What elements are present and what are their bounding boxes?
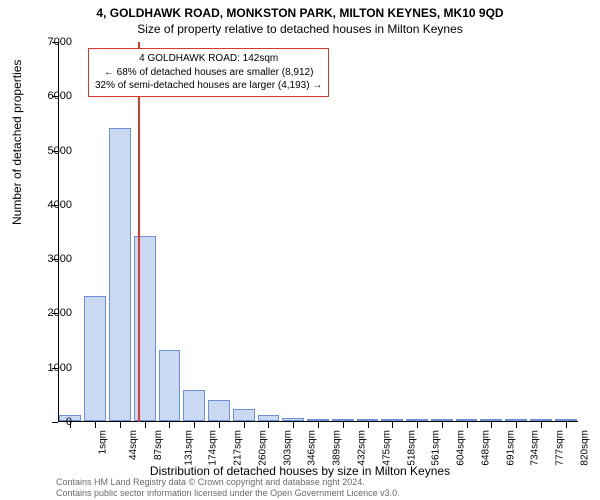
histogram-bar [258, 415, 280, 422]
chart-title-sub: Size of property relative to detached ho… [0, 22, 600, 36]
x-tick [244, 422, 245, 428]
x-tick-label: 303sqm [282, 430, 293, 466]
x-tick [541, 422, 542, 428]
property-size-histogram: 4, GOLDHAWK ROAD, MONKSTON PARK, MILTON … [0, 0, 600, 500]
plot-inner: 1sqm44sqm87sqm131sqm174sqm217sqm260sqm30… [58, 42, 578, 422]
x-axis-title: Distribution of detached houses by size … [0, 464, 600, 478]
x-tick [491, 422, 492, 428]
x-tick-label: 217sqm [233, 430, 244, 466]
histogram-bar [233, 409, 255, 421]
histogram-bar [555, 419, 577, 421]
y-tick-label: 5000 [32, 145, 72, 157]
x-tick [219, 422, 220, 428]
histogram-bar [406, 419, 428, 421]
x-tick-label: 87sqm [153, 430, 164, 460]
histogram-bar [84, 296, 106, 421]
y-tick-label: 2000 [32, 307, 72, 319]
x-tick [368, 422, 369, 428]
footer-line: Contains public sector information licen… [56, 488, 400, 498]
x-tick [194, 422, 195, 428]
x-tick-label: 648sqm [480, 430, 491, 466]
x-tick [467, 422, 468, 428]
x-tick [442, 422, 443, 428]
y-tick-label: 6000 [32, 90, 72, 102]
x-tick [343, 422, 344, 428]
histogram-bar [208, 400, 230, 421]
y-tick-label: 0 [32, 416, 72, 428]
x-tick-label: 44sqm [128, 430, 139, 460]
info-box: 4 GOLDHAWK ROAD: 142sqm← 68% of detached… [88, 48, 329, 97]
footer-line: Contains HM Land Registry data © Crown c… [56, 477, 400, 487]
x-tick-label: 1sqm [98, 430, 109, 454]
x-tick-label: 131sqm [183, 430, 194, 466]
x-tick [169, 422, 170, 428]
histogram-bar [159, 350, 181, 421]
plot-area: 1sqm44sqm87sqm131sqm174sqm217sqm260sqm30… [58, 42, 578, 422]
histogram-bar [307, 419, 329, 421]
histogram-bar [431, 419, 453, 421]
y-tick-label: 4000 [32, 199, 72, 211]
chart-title-main: 4, GOLDHAWK ROAD, MONKSTON PARK, MILTON … [0, 6, 600, 20]
histogram-bar [505, 419, 527, 421]
x-tick [95, 422, 96, 428]
x-tick [318, 422, 319, 428]
x-tick [268, 422, 269, 428]
x-tick [417, 422, 418, 428]
x-tick [293, 422, 294, 428]
x-tick-label: 777sqm [555, 430, 566, 466]
histogram-bar [282, 418, 304, 421]
info-box-line: ← 68% of detached houses are smaller (8,… [95, 66, 322, 80]
x-tick [120, 422, 121, 428]
histogram-bar [332, 419, 354, 421]
histogram-bar [456, 419, 478, 421]
y-axis-title: Number of detached properties [10, 60, 24, 225]
x-tick-label: 475sqm [381, 430, 392, 466]
y-tick-label: 1000 [32, 362, 72, 374]
histogram-bar [480, 419, 502, 421]
x-tick [392, 422, 393, 428]
histogram-bar [134, 236, 156, 421]
x-tick [145, 422, 146, 428]
x-tick [566, 422, 567, 428]
x-tick-label: 346sqm [307, 430, 318, 466]
reference-marker-line [138, 42, 140, 422]
histogram-bar [381, 419, 403, 421]
info-box-line: 4 GOLDHAWK ROAD: 142sqm [95, 52, 322, 66]
histogram-bar [530, 419, 552, 421]
x-tick-label: 734sqm [530, 430, 541, 466]
x-tick-label: 174sqm [208, 430, 219, 466]
x-tick [516, 422, 517, 428]
x-tick-label: 389sqm [332, 430, 343, 466]
y-tick-label: 3000 [32, 253, 72, 265]
x-tick-label: 260sqm [258, 430, 269, 466]
histogram-bar [357, 419, 379, 421]
info-box-line: 32% of semi-detached houses are larger (… [95, 79, 322, 93]
x-tick-label: 432sqm [357, 430, 368, 466]
x-tick-label: 561sqm [431, 430, 442, 466]
x-tick-label: 518sqm [406, 430, 417, 466]
x-tick-label: 604sqm [456, 430, 467, 466]
footer-attribution: Contains HM Land Registry data © Crown c… [56, 477, 400, 498]
histogram-bar [183, 390, 205, 421]
y-tick-label: 7000 [32, 36, 72, 48]
x-tick-label: 691sqm [505, 430, 516, 466]
histogram-bar [109, 128, 131, 421]
x-tick-label: 820sqm [579, 430, 590, 466]
